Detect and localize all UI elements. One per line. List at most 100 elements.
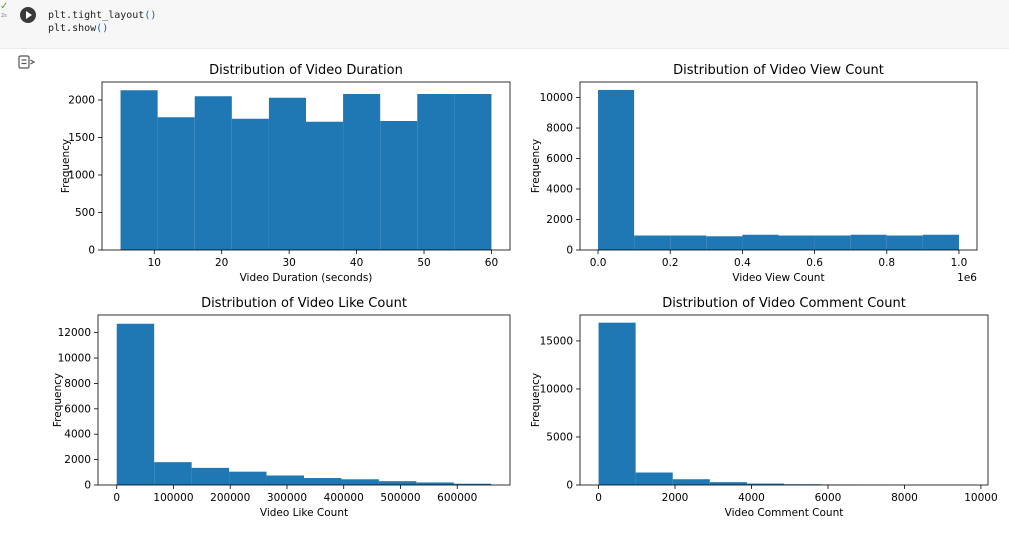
chart-title: Distribution of Video Like Count	[201, 296, 407, 311]
histogram-bar	[268, 97, 306, 250]
histogram-bar	[416, 482, 454, 485]
y-tick-label: 2000	[64, 454, 91, 466]
axes-frame	[579, 314, 989, 486]
x-tick-label: 0.6	[806, 257, 823, 269]
x-tick-label: 2000	[662, 492, 689, 504]
x-tick-label: 0	[113, 492, 120, 504]
y-tick-label: 0	[566, 480, 573, 492]
y-axis-label: Frequency	[530, 139, 542, 193]
histogram-bar	[341, 479, 379, 485]
y-tick-label: 4000	[64, 429, 91, 441]
chart-title: Distribution of Video View Count	[673, 63, 884, 78]
y-tick-label: 500	[75, 207, 95, 219]
output-toggle-icon[interactable]	[18, 54, 36, 69]
histogram-bar	[814, 235, 851, 250]
x-tick-label: 500000	[380, 492, 420, 504]
histogram-bar	[922, 234, 959, 250]
axes-frame	[101, 81, 511, 251]
x-tick-label: 20	[215, 257, 228, 269]
x-axis-label: Video Comment Count	[725, 507, 844, 519]
histogram-bar	[154, 462, 192, 485]
x-tick-label: 6000	[815, 492, 842, 504]
chart-2: 0.0 0.2 0.4 0.6 0.8 1.0 0 2000 4000 6000 8000 10000…	[530, 63, 978, 284]
histogram-bar	[306, 121, 344, 250]
histogram-bar	[120, 90, 158, 250]
histogram-bar	[746, 483, 784, 485]
y-tick-label: 15000	[540, 335, 573, 347]
x-tick-label: 50	[417, 257, 430, 269]
code-line-2: plt.show()	[48, 23, 109, 34]
axes-frame	[579, 81, 978, 251]
histogram-bar	[598, 322, 636, 485]
histogram-bar	[670, 235, 707, 250]
histogram-bar	[417, 94, 455, 250]
axes-frame	[97, 314, 511, 486]
y-axis-label: Frequency	[60, 139, 72, 193]
y-tick-label: 0	[84, 480, 91, 492]
histogram-bar	[378, 481, 417, 485]
histogram-bar	[194, 96, 232, 250]
elapsed-time: 2s	[1, 13, 7, 19]
histogram-bar	[231, 118, 269, 250]
x-tick-label: 600000	[437, 492, 477, 504]
x-tick-label: 1.0	[951, 257, 968, 269]
histogram-bar	[454, 94, 492, 250]
histogram-bar	[453, 483, 492, 485]
histogram-bar	[778, 235, 815, 250]
y-tick-label: 8000	[64, 378, 91, 390]
histogram-bar	[635, 472, 673, 485]
x-tick-label: 10000	[964, 492, 997, 504]
y-tick-label: 10000	[540, 383, 573, 395]
x-tick-label: 0.8	[878, 257, 895, 269]
x-axis-label: Video View Count	[732, 272, 824, 284]
y-axis-label: Frequency	[530, 373, 542, 427]
chart-1: 10 20 30 40 50 60 0 500 1000 1500 2000 Distribution…	[60, 63, 511, 284]
y-tick-label: 6000	[64, 403, 91, 415]
y-tick-label: 4000	[546, 184, 573, 196]
x-axis-label: Video Duration (seconds)	[240, 272, 373, 284]
y-tick-label: 2000	[546, 214, 573, 226]
histogram-bar	[672, 479, 710, 485]
histogram-bar	[706, 236, 743, 250]
x-tick-label: 10	[148, 257, 161, 269]
x-tick-label: 0	[595, 492, 602, 504]
execution-status: ✓ 2s	[0, 1, 10, 20]
histogram-bar	[343, 94, 381, 250]
chart-title: Distribution of Video Comment Count	[662, 296, 906, 311]
x-tick-label: 200000	[210, 492, 250, 504]
y-tick-label: 1500	[68, 132, 95, 144]
x-tick-label: 4000	[738, 492, 765, 504]
histogram-bar	[886, 235, 923, 250]
histogram-bar	[598, 89, 635, 251]
y-tick-label: 0	[566, 245, 573, 257]
x-tick-label: 40	[350, 257, 363, 269]
histogram-bar	[157, 117, 195, 250]
x-tick-label: 30	[282, 257, 295, 269]
code-line-1: plt.tight_layout()	[48, 10, 157, 21]
run-cell-button[interactable]	[20, 7, 36, 23]
chart-4: 0 2000 4000 6000 8000 10000 0 5000 10000 15000 Dis…	[530, 296, 998, 519]
histogram-bar	[191, 467, 230, 485]
y-tick-label: 12000	[58, 327, 91, 339]
x-tick-label: 0.4	[734, 257, 751, 269]
x-offset-label: 1e6	[957, 272, 977, 284]
chart-3: 0 100000 200000 300000 400000 500000 600000 0 20…	[52, 296, 511, 519]
y-tick-label: 6000	[546, 153, 573, 165]
x-axis-label: Video Like Count	[260, 507, 348, 519]
check-icon: ✓	[0, 1, 9, 12]
x-tick-label: 8000	[891, 492, 918, 504]
code-editor[interactable]: plt.tight_layout() plt.show()	[48, 9, 156, 35]
x-tick-label: 100000	[153, 492, 193, 504]
histogram-bar	[229, 471, 267, 485]
histogram-bar	[709, 482, 747, 485]
y-tick-label: 10000	[540, 92, 573, 104]
x-tick-label: 0.2	[662, 257, 679, 269]
histogram-bar	[380, 121, 418, 250]
x-tick-label: 0.0	[590, 257, 607, 269]
code-cell[interactable]: ✓ 2s plt.tight_layout() plt.show()	[0, 0, 1009, 49]
y-tick-label: 8000	[546, 123, 573, 135]
y-tick-label: 0	[88, 245, 95, 257]
histogram-bar	[634, 235, 671, 250]
histogram-bar	[266, 475, 304, 485]
